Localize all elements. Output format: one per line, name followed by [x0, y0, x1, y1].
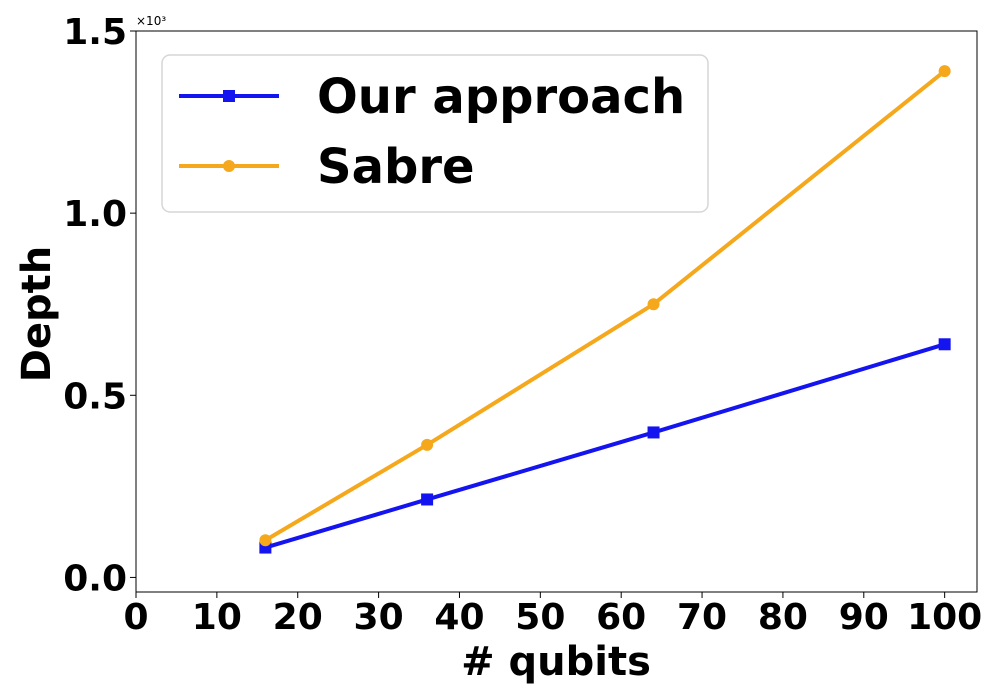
x-tick-label: 40	[434, 597, 484, 638]
x-tick-label: 60	[596, 597, 646, 638]
ticks-layer: 0 10 20 30 40 50 60 70 80 90 100 0.0 0.5 1.0 1.5	[63, 12, 982, 638]
legend-swatch-marker-our-approach	[223, 90, 235, 102]
y-tick-label: 0.0	[63, 558, 127, 599]
data-point-sabre	[259, 534, 272, 547]
x-tick-label: 70	[677, 597, 727, 638]
x-tick-label: 90	[839, 597, 889, 638]
plot-frame	[135, 30, 978, 593]
series-line-our-approach	[264, 342, 946, 550]
x-tick-label: 10	[192, 597, 242, 638]
x-tick-label: 20	[273, 597, 323, 638]
legend-frame	[161, 54, 709, 213]
legend: Our approach Sabre	[161, 54, 709, 213]
y-axis-title: Depth	[14, 246, 60, 383]
legend-label-our-approach: Our approach	[317, 69, 685, 125]
data-point-sabre	[647, 298, 660, 311]
x-tick-label: 50	[515, 597, 565, 638]
legend-entries: Our approach Sabre	[179, 69, 685, 195]
legend-label-sabre: Sabre	[317, 139, 475, 195]
y-tick-label: 1.0	[63, 194, 127, 235]
series-layer	[259, 65, 951, 554]
x-tick-label: 0	[123, 597, 148, 638]
x-tick-label: 100	[907, 597, 982, 638]
x-tick-label: 30	[354, 597, 404, 638]
y-tick-label: 0.5	[63, 376, 127, 417]
data-point-sabre	[421, 438, 434, 451]
data-point-our-approach	[647, 426, 660, 439]
data-point-sabre	[938, 65, 951, 78]
x-tick-label: 80	[758, 597, 808, 638]
y-tick-label: 1.5	[63, 12, 127, 53]
data-point-our-approach	[938, 338, 951, 351]
series-line-sabre	[264, 69, 946, 542]
data-point-our-approach	[421, 493, 434, 506]
x-axis-title: # qubits	[461, 639, 651, 685]
y-multiplier-label: ×10³	[136, 14, 166, 28]
legend-swatch-marker-sabre	[223, 160, 235, 172]
